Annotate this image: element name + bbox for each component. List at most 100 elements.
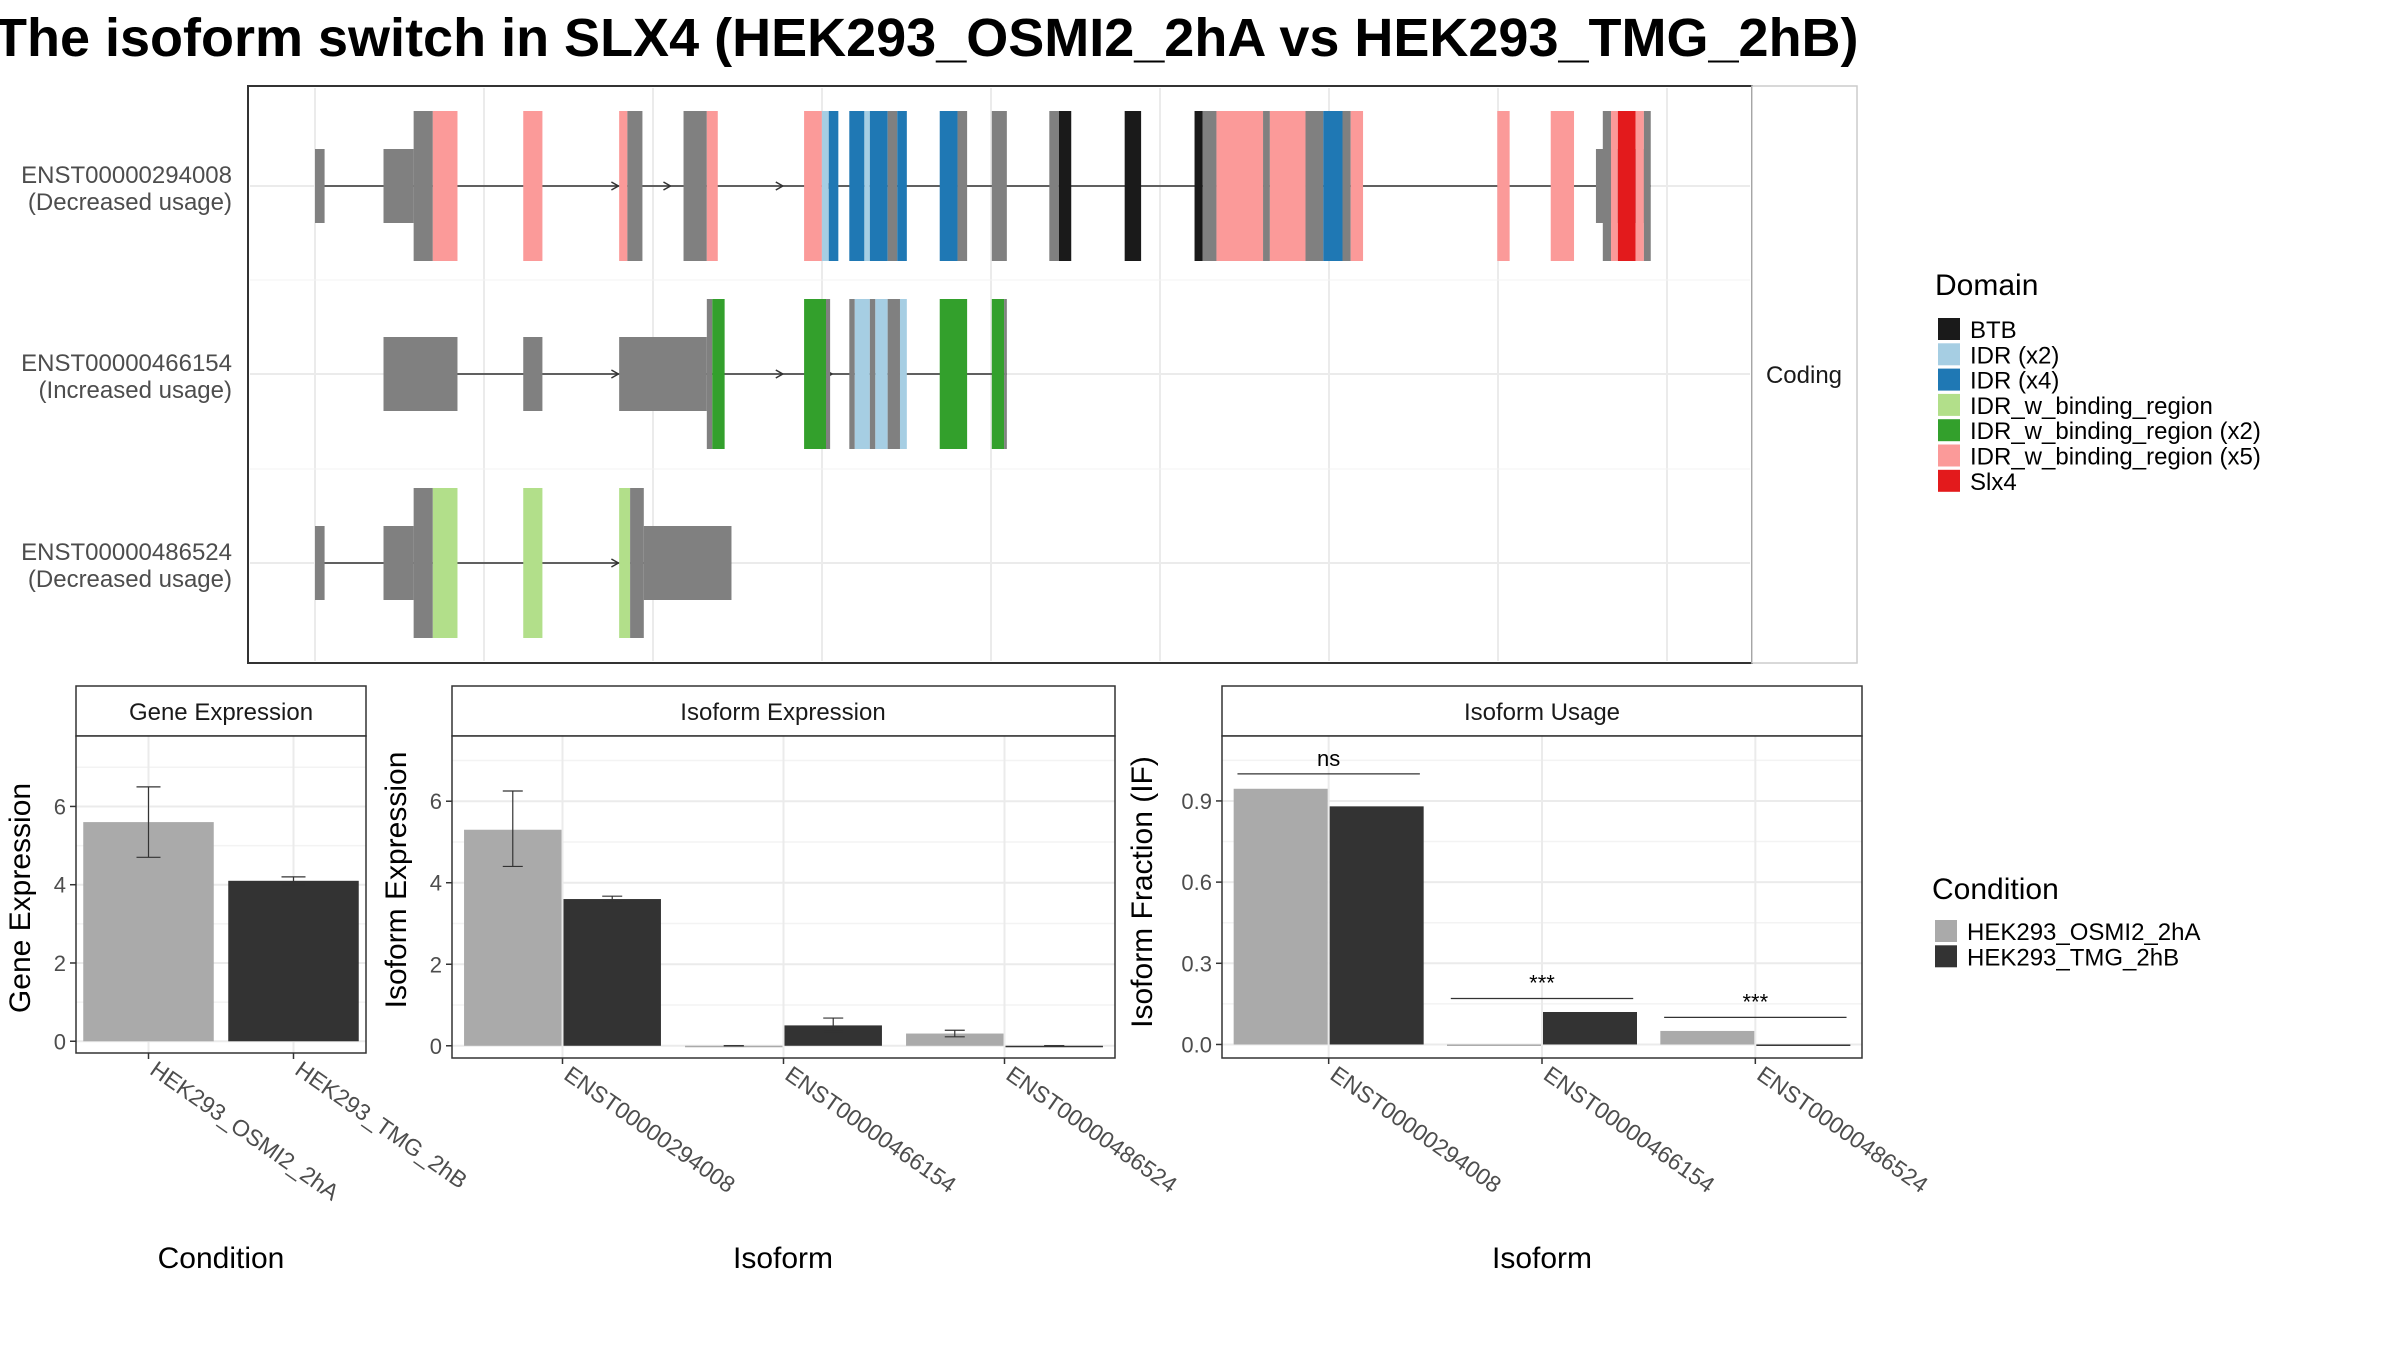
coding-exon — [523, 111, 543, 261]
gene-expression-x-axis-label: Condition — [158, 1242, 285, 1275]
utr-exon — [383, 149, 414, 223]
bar — [906, 1033, 1004, 1046]
condition-legend-label: HEK293_OSMI2_2hA — [1967, 919, 2200, 946]
coding-exon — [1550, 111, 1575, 261]
condition-legend-title: Condition — [1932, 873, 2059, 906]
significance-label: *** — [1529, 970, 1555, 995]
coding-exon — [1643, 111, 1651, 261]
coding-exon — [939, 299, 968, 449]
coding-exon — [432, 488, 458, 638]
domain-legend-label: BTB — [1970, 317, 2017, 344]
coding-exon — [1216, 111, 1264, 261]
structure-panel: Coding ENST00000294008 (Decreased usage)… — [21, 85, 1858, 664]
coding-exon — [1617, 111, 1636, 261]
utr-exon — [315, 526, 325, 600]
isoform-usage-strip — [1221, 685, 1863, 737]
y-tick-label: 6 — [54, 794, 66, 819]
transcript-label-id: ENST00000294008 — [21, 162, 232, 189]
x-tick-label: ENST00000466154 — [781, 1061, 962, 1198]
coding-exon — [1611, 111, 1618, 261]
utr-exon — [643, 526, 732, 600]
y-tick-label: 2 — [430, 952, 442, 977]
condition-legend-swatch — [1935, 945, 1957, 968]
bar — [228, 880, 359, 1042]
coding-exon — [1049, 111, 1059, 261]
domain-legend-label: IDR (x2) — [1970, 342, 2059, 369]
coding-exon — [712, 299, 725, 449]
bar — [1447, 1044, 1541, 1046]
domain-legend-label: IDR_w_binding_region — [1970, 393, 2213, 420]
utr-exon — [619, 337, 707, 411]
bar — [83, 822, 214, 1042]
x-tick-label: ENST00000486524 — [1002, 1061, 1183, 1198]
domain-legend-title: Domain — [1935, 269, 2038, 302]
domain-legend-label: Slx4 — [1970, 469, 2017, 496]
coding-exon — [875, 299, 888, 449]
coding-exon — [804, 111, 822, 261]
y-tick-label: 6 — [430, 789, 442, 814]
coding-exon — [1342, 111, 1351, 261]
transcript-label-note: (Decreased usage) — [28, 566, 232, 593]
isoform-usage-strip-label: Isoform Usage — [1464, 699, 1620, 726]
condition-legend-swatch — [1935, 920, 1957, 942]
bar — [1005, 1045, 1103, 1048]
domain-legend-swatch — [1938, 469, 1960, 492]
coding-exon — [1602, 111, 1612, 261]
coding-exon — [1004, 299, 1007, 449]
x-tick-label: ENST00000466154 — [1539, 1061, 1720, 1198]
isoform-usage-plot: 0.00.30.60.9ns******ENST00000294008 ENST0… — [1181, 735, 1933, 1198]
coding-exon — [887, 299, 900, 449]
bar — [1233, 788, 1328, 1045]
facet-strip-label: Coding — [1766, 362, 1842, 389]
intron-direction-arrow — [611, 369, 620, 379]
domain-legend-swatch — [1938, 444, 1960, 467]
transcript-label-note: (Increased usage) — [39, 377, 232, 404]
coding-exon — [849, 111, 865, 261]
y-tick-label: 0 — [430, 1034, 442, 1059]
coding-exon — [869, 111, 888, 261]
domain-legend-swatch — [1938, 419, 1960, 442]
coding-exon — [413, 111, 433, 261]
coding-exon — [887, 111, 898, 261]
utr-exon — [523, 337, 543, 411]
coding-exon — [683, 111, 707, 261]
coding-exon — [821, 111, 829, 261]
intron-direction-arrow — [611, 558, 620, 568]
coding-exon — [897, 111, 907, 261]
coding-exon — [804, 299, 827, 449]
coding-exon — [1323, 111, 1343, 261]
coding-exon — [413, 488, 433, 638]
coding-exon — [957, 111, 968, 261]
isoform-usage-panel: Isoform Usage 0.0 0.3 0.6 0.9 ns *** *** ENST00… — [1126, 685, 1933, 1275]
coding-exon — [991, 111, 1007, 261]
y-tick-label: 4 — [430, 871, 442, 896]
y-tick-label: 2 — [54, 951, 66, 976]
transcript-label-id: ENST00000466154 — [21, 350, 232, 377]
isoform-usage-y-axis-label: Isoform Fraction (IF) — [1126, 756, 1159, 1028]
coding-exon — [1350, 111, 1364, 261]
coding-exon — [864, 111, 870, 261]
y-tick-label: 4 — [54, 873, 66, 898]
coding-exon — [619, 111, 628, 261]
coding-exon — [854, 299, 870, 449]
transcript-label-note: (Decreased usage) — [28, 189, 232, 216]
utr-exon — [383, 526, 414, 600]
coding-exon — [1124, 111, 1142, 261]
bar — [784, 1025, 882, 1046]
y-tick-label: 0.3 — [1181, 951, 1212, 976]
domain-legend-swatch — [1938, 343, 1960, 366]
bar — [563, 899, 661, 1046]
x-tick-label: ENST00000486524 — [1752, 1061, 1933, 1198]
domain-legend-swatch — [1938, 368, 1960, 391]
structure-marks — [315, 111, 1651, 638]
coding-exon — [991, 299, 1005, 449]
coding-exon — [523, 488, 543, 638]
intron-direction-arrow — [775, 369, 785, 379]
isoform-expression-x-axis-label: Isoform — [733, 1242, 833, 1275]
gene-expression-y-axis-label: Gene Expression — [4, 783, 37, 1013]
coding-exon — [619, 488, 631, 638]
